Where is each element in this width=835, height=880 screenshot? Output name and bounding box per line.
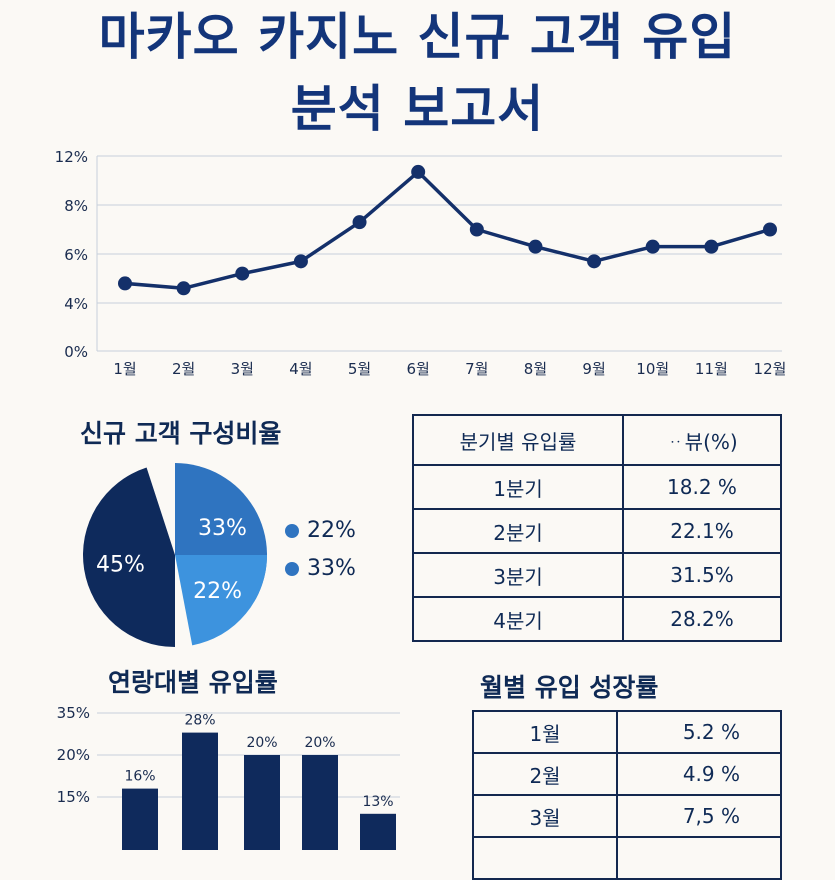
data-point <box>176 281 191 296</box>
pie-legend-item: 33% <box>285 556 356 581</box>
month-cell: 3월 <box>472 794 618 838</box>
table-row: 1월 5.2 % <box>472 710 782 754</box>
x-tick-label: 1월 <box>113 360 136 378</box>
pie-slice <box>175 555 267 646</box>
data-point <box>118 276 132 291</box>
legend-dot-icon <box>285 561 299 576</box>
rate-cell: 22.1% <box>622 508 782 554</box>
table-row: 3월 7,5 % <box>472 794 782 838</box>
table-header-cell: ᆢ뷰(%) <box>622 414 782 466</box>
bar-data-label: 20% <box>304 735 335 751</box>
data-point <box>704 239 719 254</box>
bar <box>302 755 338 850</box>
x-tick-label: 6월 <box>407 360 430 378</box>
quarter-cell: 1분기 <box>412 464 624 510</box>
x-tick-label: 2월 <box>172 360 195 378</box>
x-tick-label: 3월 <box>231 360 254 378</box>
quarter-cell: 2분기 <box>412 508 624 554</box>
bar <box>122 788 158 850</box>
month-cell <box>472 836 618 880</box>
pie-slice-label: 33% <box>198 516 247 541</box>
table-row: 3분기 31.5% <box>412 552 782 598</box>
y-tick-label: 20% <box>57 746 90 764</box>
quarterly-inflow-table: 분기별 유입률 ᆢ뷰(%) 1분기 18.2 % 2분기 22.1% 3분기 3… <box>412 414 782 642</box>
data-point <box>587 254 602 269</box>
table-row: 1분기 18.2 % <box>412 464 782 510</box>
age-group-bar-chart: 35% 20% 15% 16% 28% 20% 20% 13% <box>57 704 400 850</box>
x-tick-label: 12월 <box>754 360 787 378</box>
growth-cell <box>616 836 782 880</box>
pie-slice-label: 45% <box>96 553 145 578</box>
pie-legend-item: 22% <box>285 518 356 543</box>
table-row: 4분기 28.2% <box>412 596 782 642</box>
table-row: 2월 4.9 % <box>472 752 782 796</box>
pie-slice-label: 22% <box>193 579 242 604</box>
month-cell: 2월 <box>472 752 618 796</box>
pie-slice <box>83 467 175 647</box>
data-point <box>352 215 367 230</box>
growth-cell: 5.2 % <box>616 710 782 754</box>
report-title-line-2: 분석 보고서 <box>290 80 545 138</box>
x-tick-label: 9월 <box>582 360 605 378</box>
rate-cell: 28.2% <box>622 596 782 642</box>
x-tick-label: 11월 <box>695 360 728 378</box>
data-point <box>411 164 426 179</box>
customer-composition-pie: 45% 33% 22% <box>83 463 267 647</box>
table-header-row: 분기별 유입률 ᆢ뷰(%) <box>412 414 782 466</box>
x-tick-label: 10월 <box>636 360 669 378</box>
data-point <box>645 239 660 254</box>
series-line <box>124 170 771 291</box>
bar <box>360 813 396 850</box>
rate-cell: 31.5% <box>622 552 782 598</box>
data-point <box>528 239 543 254</box>
pie-legend-label: 33% <box>307 556 356 581</box>
y-tick-label: 4% <box>64 295 88 313</box>
bar-data-label: 13% <box>362 794 393 810</box>
monthly-line-chart: 0% 4% 6% 8% 12% 1월 2월 3월 4월 5월 6월 7월 8월 9월 10월 11월 12월 <box>55 148 787 378</box>
y-tick-label: 35% <box>57 704 90 722</box>
growth-table-title: 월별 유입 성장률 <box>480 673 659 702</box>
report-title-line-1: 마카오 카지노 신규 고객 유입 <box>98 8 737 66</box>
bar <box>244 755 280 850</box>
data-point <box>293 254 308 269</box>
bar-chart-title: 연랑대별 유입률 <box>108 668 278 697</box>
table-header-cell: 분기별 유입률 <box>412 414 624 466</box>
quarter-cell: 3분기 <box>412 552 624 598</box>
rate-cell: 18.2 % <box>622 464 782 510</box>
quarter-cell: 4분기 <box>412 596 624 642</box>
bar-data-label: 20% <box>246 735 277 751</box>
monthly-growth-table: 1월 5.2 % 2월 4.9 % 3월 7,5 % <box>472 710 782 880</box>
data-point <box>763 222 777 237</box>
y-tick-label: 15% <box>57 788 90 806</box>
y-tick-label: 8% <box>64 197 88 215</box>
data-point <box>469 222 484 237</box>
growth-cell: 7,5 % <box>616 794 782 838</box>
bar-data-label: 28% <box>184 713 215 729</box>
x-tick-label: 5월 <box>348 360 371 378</box>
table-row <box>472 836 782 880</box>
pie-legend-label: 22% <box>307 518 356 543</box>
y-tick-label: 0% <box>64 343 88 361</box>
pie-chart-title: 신규 고객 구성비율 <box>80 419 282 448</box>
y-tick-label: 6% <box>64 246 88 264</box>
bar-data-label: 16% <box>124 769 155 785</box>
table-row: 2분기 22.1% <box>412 508 782 554</box>
x-tick-label: 4월 <box>289 360 312 378</box>
data-point <box>235 266 250 281</box>
bar <box>182 732 218 850</box>
month-cell: 1월 <box>472 710 618 754</box>
legend-dot-icon <box>285 523 299 538</box>
growth-cell: 4.9 % <box>616 752 782 796</box>
x-tick-label: 8월 <box>524 360 547 378</box>
y-tick-label: 12% <box>55 148 88 166</box>
x-tick-label: 7월 <box>465 360 488 378</box>
